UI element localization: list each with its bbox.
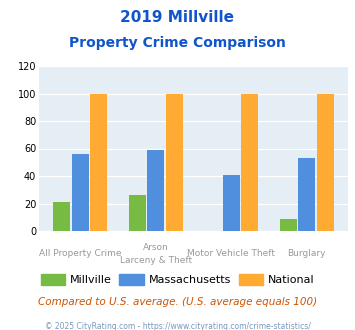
Text: Larceny & Theft: Larceny & Theft (120, 256, 192, 265)
Text: 2019 Millville: 2019 Millville (120, 10, 235, 25)
Bar (241, 93, 258, 231)
Text: © 2025 CityRating.com - https://www.cityrating.com/crime-statistics/: © 2025 CityRating.com - https://www.city… (45, 322, 310, 330)
Text: Burglary: Burglary (288, 249, 326, 258)
Bar (165, 93, 183, 231)
Text: Compared to U.S. average. (U.S. average equals 100): Compared to U.S. average. (U.S. average … (38, 297, 317, 307)
Bar (53, 202, 70, 231)
Bar (147, 150, 164, 231)
Bar (279, 218, 297, 231)
Bar (298, 158, 315, 231)
Legend: Millville, Massachusetts, National: Millville, Massachusetts, National (37, 270, 318, 289)
Text: Property Crime Comparison: Property Crime Comparison (69, 36, 286, 50)
Text: Arson: Arson (143, 244, 169, 252)
Bar (223, 175, 240, 231)
Bar (129, 195, 146, 231)
Bar (90, 93, 108, 231)
Bar (317, 93, 334, 231)
Text: All Property Crime: All Property Crime (39, 249, 121, 258)
Bar (72, 154, 89, 231)
Text: Motor Vehicle Theft: Motor Vehicle Theft (187, 249, 275, 258)
